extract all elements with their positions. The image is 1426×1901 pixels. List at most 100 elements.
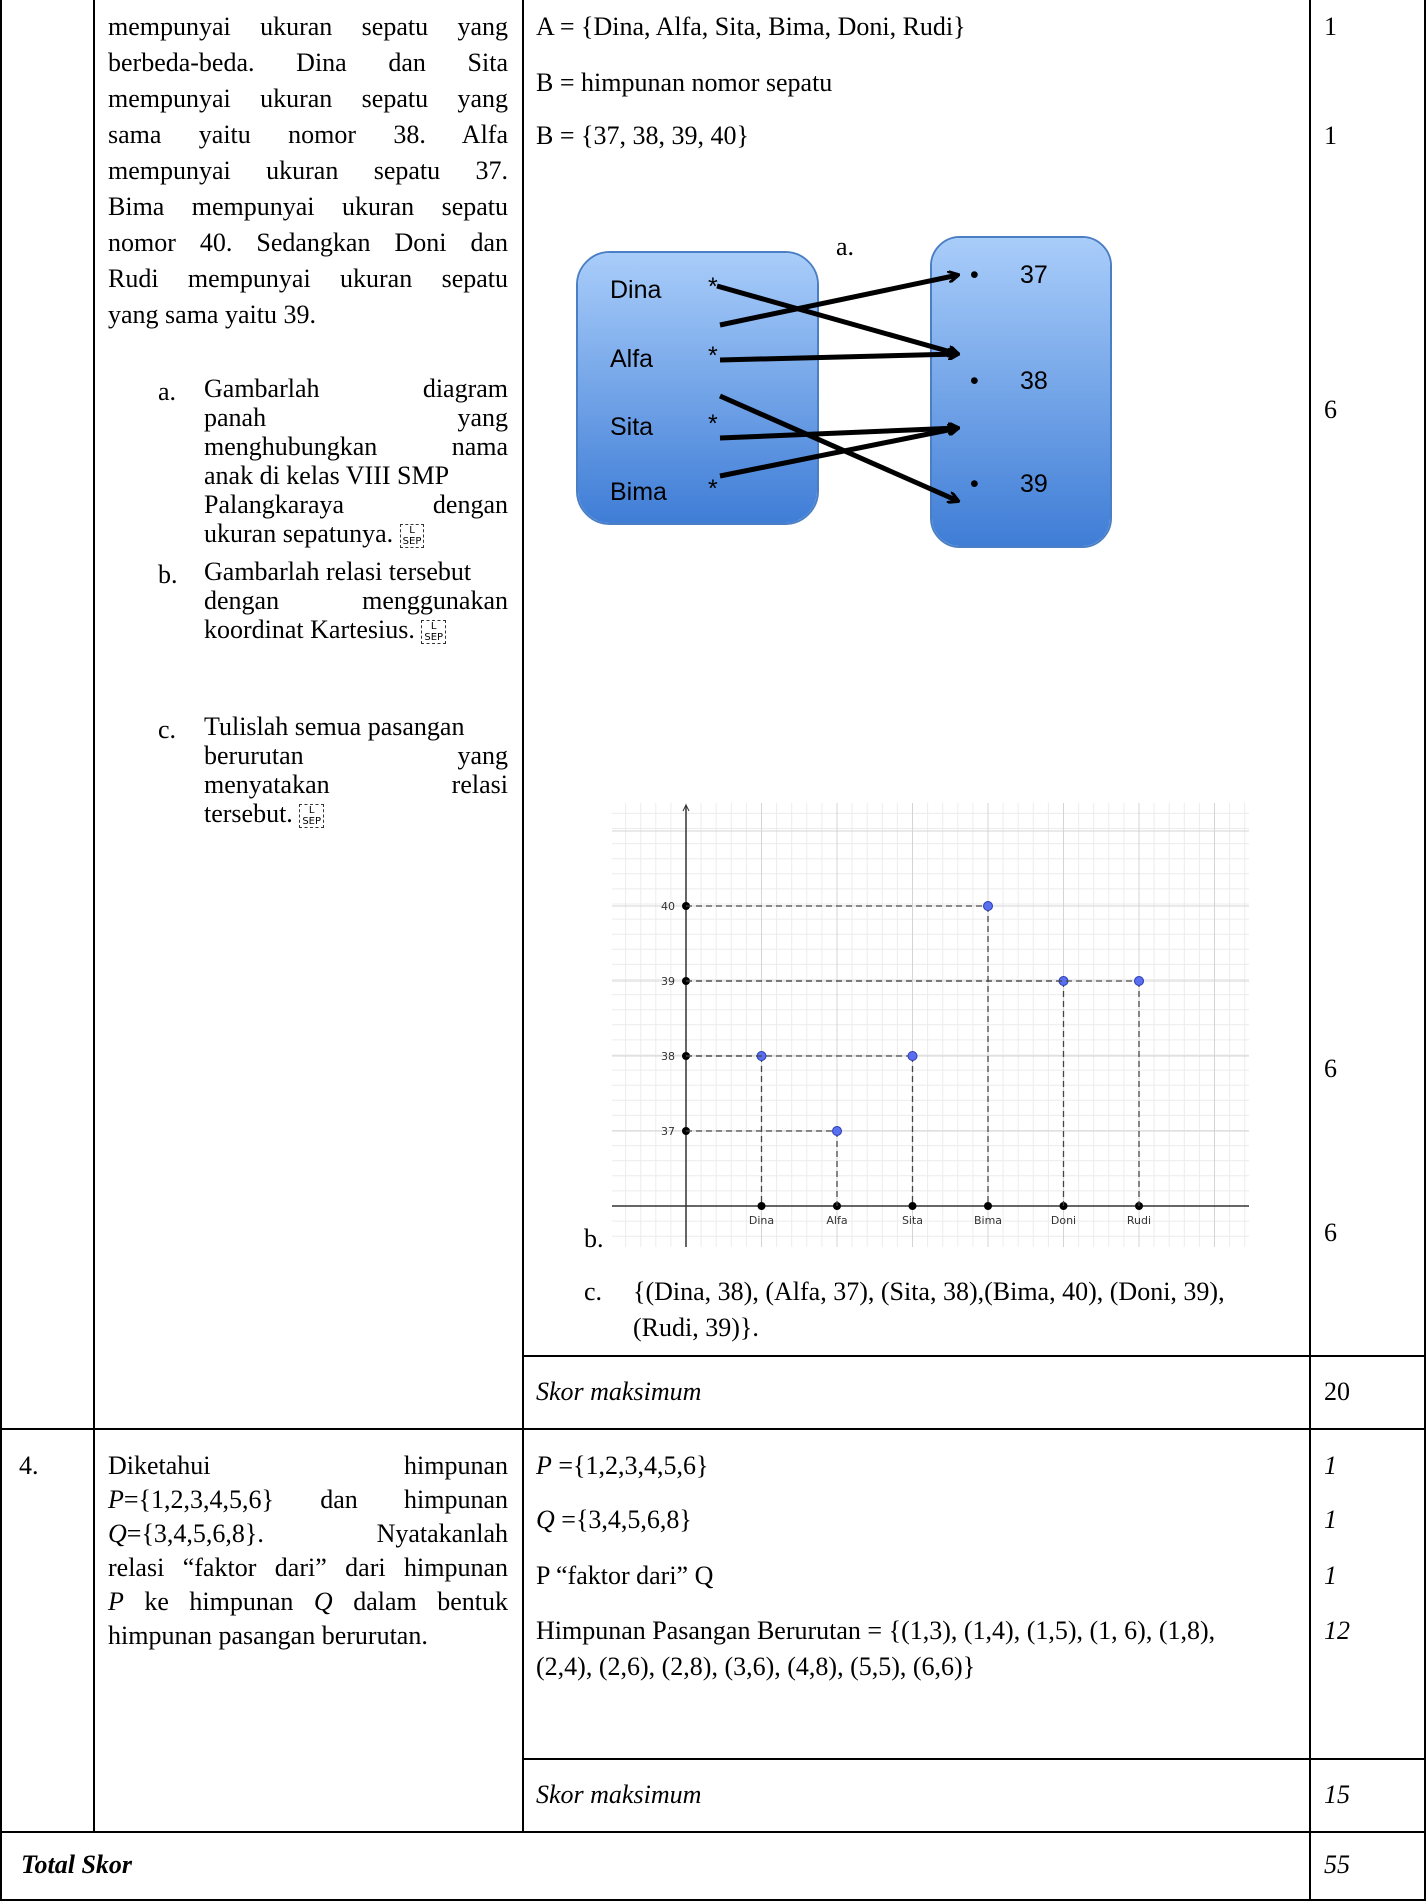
data-point: [832, 1126, 842, 1136]
q3-question-line: Rudi mempunyai ukuran sepatu: [108, 264, 508, 293]
q4-question: Diketahui himpunan P={1,2,3,4,5,6} dan hi…: [108, 1449, 508, 1653]
pairs-label-c: c.: [584, 1277, 603, 1306]
y-tick-label: 37: [661, 1125, 675, 1138]
table-col-divider-2: [522, 0, 524, 1831]
x-tick-label: Rudi: [1127, 1214, 1151, 1227]
max-score-label: Skor maksimum: [536, 1377, 702, 1406]
x-tick-label: Doni: [1051, 1214, 1076, 1227]
q4-question-segment: Diketahui himpunan: [108, 1451, 508, 1480]
row-divider-total: [0, 1831, 1426, 1833]
max-score-label: Skor maksimum: [536, 1780, 702, 1809]
q4-question-line: Q={3,4,5,6,8}. Nyatakanlah: [108, 1517, 508, 1551]
max-score-value: 20: [1324, 1377, 1350, 1406]
q4-question-line: Diketahui himpunan: [108, 1449, 508, 1483]
codomain-item-label: 38: [1020, 367, 1048, 395]
domain-marker: *: [708, 410, 718, 438]
pairs-answer: {(Dina, 38), (Alfa, 37), (Sita, 38),(Bim…: [633, 1274, 1297, 1346]
x-tick-point: [757, 1202, 766, 1210]
x-tick-label: Sita: [902, 1214, 923, 1227]
codomain-oval: • 37 • 38 • 39: [930, 236, 1112, 548]
q4-question-segment: ={3,4,5,6,8}. Nyatakanlah: [126, 1519, 508, 1548]
score-value: 1: [1324, 12, 1337, 41]
arrow-alfa-37: [719, 275, 958, 328]
q4-question-segment: P: [108, 1485, 124, 1514]
domain-item-label: Bima: [610, 478, 667, 506]
set-b-definition: B = himpunan nomor sepatu: [536, 68, 833, 97]
subitem-line: Palangkaraya dengan: [204, 490, 508, 519]
subitem-line: Gambarlah relasi tersebut: [204, 557, 472, 586]
q3-question-line: berbeda-beda. Dina dan Sita: [108, 48, 508, 77]
max-score-value: 15: [1324, 1780, 1350, 1809]
domain-item-label: Sita: [610, 413, 654, 441]
q4-question-segment: relasi “faktor dari” dari himpunan: [108, 1553, 508, 1582]
q4-question-segment: himpunan pasangan berurutan.: [108, 1621, 428, 1650]
data-point: [907, 1051, 918, 1061]
q3-question-line: mempunyai ukuran sepatu 37.: [108, 156, 508, 185]
subitem-line: Tulislah semua pasangan: [204, 712, 465, 741]
total-score-label: Total Skor: [21, 1850, 133, 1879]
mapping-arrows: [716, 220, 1140, 560]
set-a: A = {Dina, Alfa, Sita, Bima, Doni, Rudi}: [536, 12, 966, 41]
subitem-c-marker: c.: [158, 715, 177, 744]
x-tick-label: Bima: [974, 1214, 1002, 1227]
y-axis-arrow-icon: [682, 803, 690, 812]
domain-item-label: Alfa: [610, 345, 654, 373]
score-value: 1: [1324, 1561, 1337, 1590]
data-point: [1134, 976, 1144, 986]
codomain-dot: •: [970, 261, 979, 289]
codomain-dot: •: [970, 470, 979, 498]
row-divider-q4: [0, 1428, 1426, 1430]
q3-question-line: mempunyai ukuran sepatu yang: [108, 84, 508, 113]
q4-question-line: P ke himpunan Q dalam bentuk: [108, 1585, 508, 1619]
score-value: 1: [1324, 121, 1337, 150]
relation-statement: P “faktor dari” Q: [536, 1561, 714, 1590]
table-col-divider-1: [93, 0, 95, 1831]
subitem-line: menyatakan relasi: [204, 770, 508, 799]
subitem-line: panah yang: [204, 403, 508, 432]
data-point: [983, 901, 993, 911]
arrow-dina-38: [716, 283, 958, 354]
diagram-label-a: a.: [836, 232, 855, 261]
arrow-alfa-38: [719, 354, 958, 363]
chart-label-b: b.: [584, 1224, 604, 1253]
subitem-line: dengan menggunakan: [204, 586, 508, 615]
y-tick-label: 40: [661, 900, 675, 913]
arrow-sita-38: [719, 428, 958, 441]
score-value: 6: [1324, 395, 1337, 424]
domain-oval: Dina Alfa Sita Bima * * * *: [576, 251, 819, 525]
q4-question-segment: ke himpunan: [123, 1587, 314, 1616]
sep-glyph-icon: L SEP: [299, 804, 325, 829]
q3-question-line: mempunyai ukuran sepatu yang: [108, 12, 508, 41]
domain-marker: *: [708, 475, 718, 503]
arrow-sita-39: [718, 393, 958, 501]
pairs-line: Himpunan Pasangan Berurutan = {(1,3), (1…: [536, 1616, 1216, 1645]
subitem-line: ukuran sepatunya.: [204, 519, 394, 548]
score-value: 1: [1324, 1451, 1337, 1480]
q4-question-segment: P: [108, 1587, 124, 1616]
q4-question-line: P={1,2,3,4,5,6} dan himpunan: [108, 1483, 508, 1517]
x-tick-point: [908, 1202, 917, 1210]
cartesian-chart: 37 38 39 40 Dina Alfa Sita Bima Doni Rudi: [612, 803, 1249, 1247]
table-border-right: [1424, 0, 1426, 1901]
pairs-line: {(Dina, 38), (Alfa, 37), (Sita, 38),(Bim…: [633, 1277, 1225, 1306]
q4-pairs-answer: Himpunan Pasangan Berurutan = {(1,3), (1…: [536, 1613, 1300, 1685]
q3-question-line: sama yaitu nomor 38. Alfa: [108, 120, 508, 149]
q3-question: mempunyai ukuran sepatu yang berbeda-bed…: [108, 9, 508, 333]
row-divider-max-4: [522, 1758, 1426, 1760]
q4-question-segment: ={1,2,3,4,5,6} dan himpunan: [123, 1485, 508, 1514]
q4-question-line: relasi “faktor dari” dari himpunan: [108, 1551, 508, 1585]
pairs-line: (2,4), (2,6), (2,8), (3,6), (4,8), (5,5)…: [536, 1652, 976, 1681]
q4-question-segment: dalam bentuk: [332, 1587, 508, 1616]
set-b: B = {37, 38, 39, 40}: [536, 121, 749, 150]
y-tick-label: 38: [661, 1050, 675, 1063]
subitem-line: berurutan yang: [204, 741, 508, 770]
pairs-line: (Rudi, 39)}.: [633, 1313, 759, 1342]
y-tick-label: 39: [661, 975, 675, 988]
subitem-line: Gambarlah diagram: [204, 374, 508, 403]
score-value: 1: [1324, 1505, 1337, 1534]
arrow-bima-38: [719, 428, 958, 479]
table-border-left: [0, 0, 2, 1901]
q3-question-line: nomor 40. Sedangkan Doni dan: [108, 228, 508, 257]
codomain-item-label: 37: [1020, 261, 1048, 289]
subitem-a-marker: a.: [158, 377, 177, 406]
